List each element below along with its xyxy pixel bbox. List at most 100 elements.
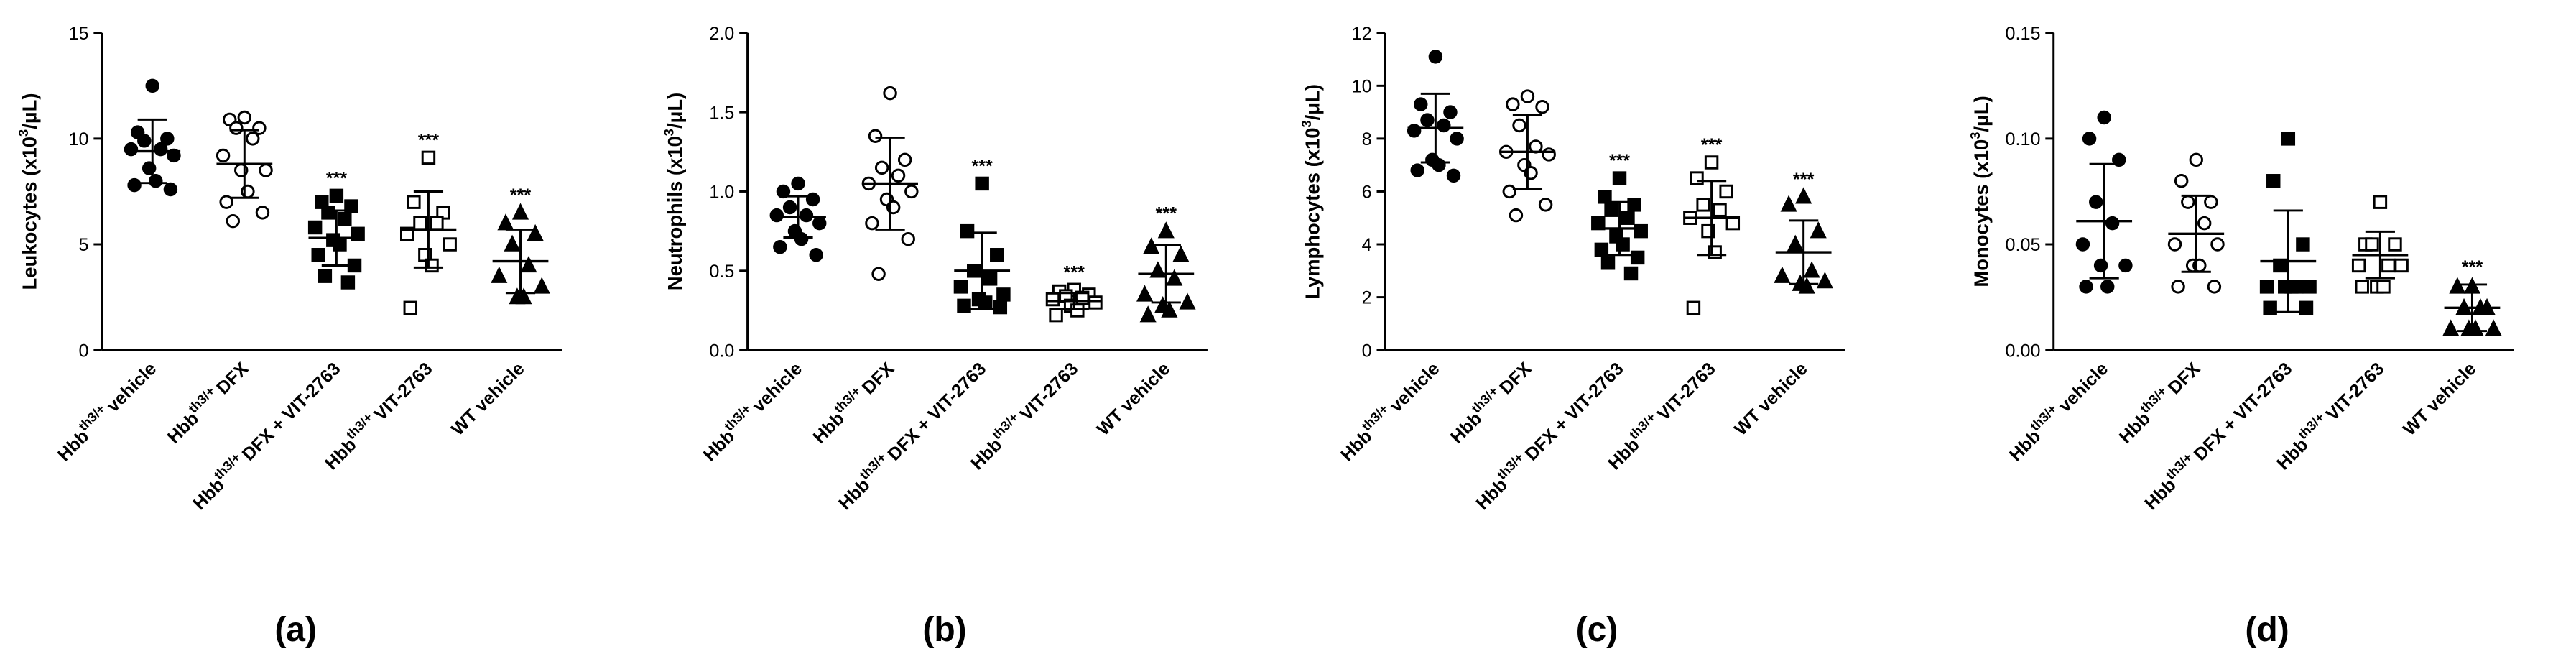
point	[1696, 198, 1710, 212]
point	[957, 298, 971, 313]
x-tick-label: Hbbth3/+DFX + VIT-2763	[1469, 355, 1628, 514]
point	[1621, 211, 1635, 225]
point	[1414, 97, 1428, 111]
y-tick-label: 0.15	[2006, 24, 2041, 44]
panel: 0 5 10 15 Leukocytes (x103/μL) (a) Hbbth3/+veh…	[16, 24, 562, 649]
panel-label: (c)	[1576, 611, 1618, 649]
x-tick-label: Hbbth3/+DFX	[160, 355, 252, 447]
y-label-end: /μL)	[1970, 96, 1992, 132]
point	[1512, 118, 1526, 133]
point	[1604, 203, 1618, 217]
point	[520, 256, 537, 273]
point	[776, 184, 791, 199]
point	[1686, 300, 1701, 315]
category-text: WT vehicle	[2399, 359, 2480, 440]
significance: ***	[1064, 262, 1085, 282]
point	[137, 134, 152, 148]
point	[2197, 216, 2212, 231]
point	[504, 234, 521, 252]
y-tick-label: 0.05	[2006, 235, 2041, 255]
significance: ***	[418, 130, 440, 150]
x-tick-label: WT vehicle	[448, 359, 529, 440]
point	[2118, 258, 2133, 273]
category-text: WT vehicle	[1093, 359, 1175, 440]
x-tick-label: Hbbth3/+DFX + VIT-2763	[2138, 355, 2297, 514]
significance: ***	[1793, 170, 1815, 190]
point	[511, 203, 529, 220]
point	[443, 237, 457, 252]
point	[2089, 195, 2103, 209]
point	[2189, 152, 2203, 167]
point	[515, 287, 532, 305]
y-tick-label: 10	[1352, 76, 1372, 96]
point	[883, 86, 897, 101]
point	[160, 132, 175, 146]
y-tick-label: 0.0	[709, 341, 734, 361]
point	[1598, 190, 1612, 204]
point	[1719, 184, 1733, 199]
y-label-text: Leukocytes (x10	[18, 137, 40, 290]
point	[2204, 195, 2218, 209]
point	[901, 231, 915, 246]
y-axis-label: Lymphocytes (x103/μL)	[1299, 84, 1323, 299]
y-axis-label: Neutrophils (x103/μL)	[662, 93, 686, 290]
point	[1410, 163, 1424, 177]
point	[1437, 118, 1451, 133]
point	[1538, 198, 1553, 212]
point	[1450, 132, 1464, 146]
category-text: DFX + VIT-2763	[2190, 359, 2297, 465]
panel: 0.00 0.05 0.10 0.15 Monocytes (x103/μL) (d) Hb…	[1968, 24, 2514, 649]
point	[403, 300, 418, 315]
point	[874, 160, 889, 175]
point	[2100, 280, 2115, 294]
point	[237, 110, 252, 125]
point	[2302, 280, 2317, 294]
point	[791, 176, 805, 191]
point	[255, 206, 270, 220]
x-tick-label: WT vehicle	[1093, 359, 1175, 440]
point	[1810, 221, 1827, 239]
significance: ***	[326, 168, 348, 188]
point	[812, 216, 827, 231]
y-label-end: /μL)	[1301, 84, 1323, 120]
point	[421, 150, 436, 165]
category-text: VIT-2763	[1654, 359, 1720, 425]
point	[351, 226, 365, 241]
point	[773, 239, 787, 254]
y-tick-label: 2.0	[709, 24, 734, 44]
category-text: DFX	[1496, 359, 1536, 399]
point	[2207, 280, 2222, 294]
y-label-sup: 3	[1299, 120, 1314, 127]
x-tick-label: Hbbth3/+vehicle	[696, 355, 806, 465]
x-tick-label: Hbbth3/+DFX	[1443, 355, 1535, 447]
panel: 0.0 0.5 1.0 1.5 2.0 Neutrophils (x103/μL) (b) H…	[662, 24, 1208, 649]
point	[145, 78, 159, 93]
point	[782, 200, 797, 215]
y-label-text: Neutrophils (x10	[664, 136, 686, 290]
point	[246, 132, 260, 146]
point	[1520, 89, 1535, 103]
point	[2485, 319, 2502, 336]
point	[871, 267, 886, 281]
y-tick-label: 1.0	[709, 183, 734, 203]
point	[167, 148, 181, 163]
x-tick-label: Hbbth3/+DFX	[806, 355, 898, 447]
significance: ***	[1156, 204, 1177, 224]
point	[1179, 292, 1196, 310]
point	[868, 129, 883, 143]
point	[1407, 124, 1422, 138]
point	[2112, 152, 2126, 167]
y-label-text: Lymphocytes (x10	[1301, 128, 1323, 299]
point	[1443, 105, 1458, 119]
x-tick-label: WT vehicle	[1731, 359, 1812, 440]
point	[1509, 208, 1524, 223]
point	[2181, 195, 2195, 209]
significance: ***	[1609, 151, 1631, 171]
point	[338, 211, 352, 226]
y-axis-label: Leukocytes (x103/μL)	[16, 93, 40, 290]
point	[953, 280, 968, 294]
significance: ***	[510, 185, 532, 206]
point	[983, 272, 998, 286]
point	[2167, 237, 2182, 252]
